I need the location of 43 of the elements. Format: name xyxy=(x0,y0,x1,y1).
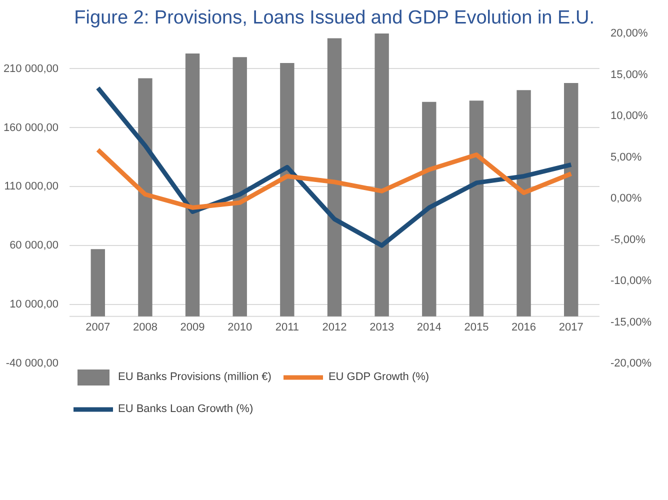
bar xyxy=(232,57,247,316)
legend-label: EU GDP Growth (%) xyxy=(328,371,430,383)
y-tick-label: 210 000,00 xyxy=(3,62,59,75)
x-tick-label: 2011 xyxy=(275,321,300,334)
chart-title: Figure 2: Provisions, Loans Issued and GDP Evolution in E.U. xyxy=(74,8,594,28)
x-tick-label: 2014 xyxy=(416,321,442,334)
bar xyxy=(90,249,105,316)
y-tick-label: -40 000,00 xyxy=(6,358,59,370)
bar xyxy=(185,54,200,316)
y2-tick-label: -20,00% xyxy=(610,358,652,370)
y2-tick-label: -5,00% xyxy=(610,234,646,246)
y-tick-label: 160 000,00 xyxy=(3,122,59,134)
y-tick-label: 60 000,00 xyxy=(10,240,58,252)
y-tick-label: 110 000,00 xyxy=(4,180,59,193)
legend-label: EU Banks Loan Growth (%) xyxy=(118,403,254,415)
x-tick-label: 2009 xyxy=(180,321,205,334)
x-tick-label: 2015 xyxy=(464,321,489,334)
bar xyxy=(280,62,294,316)
x-tick-label: 2007 xyxy=(86,321,110,334)
x-tick-label: 2012 xyxy=(322,321,347,334)
x-tick-label: 2017 xyxy=(558,321,584,334)
bar xyxy=(564,83,578,316)
y2-tick-label: 5,00% xyxy=(610,151,642,164)
bar xyxy=(327,38,342,316)
bar xyxy=(469,100,484,316)
y2-tick-label: 20,00% xyxy=(610,28,648,40)
bar xyxy=(516,90,531,316)
y2-tick-label: 10,00% xyxy=(610,110,648,122)
y2-tick-label: -10,00% xyxy=(610,275,652,287)
y2-tick-label: -15,00% xyxy=(610,316,652,328)
legend-label: EU Banks Provisions (million €) xyxy=(118,371,272,383)
y2-tick-label: 15,00% xyxy=(610,68,648,81)
bar xyxy=(138,78,152,316)
bar xyxy=(374,34,389,316)
x-tick-label: 2016 xyxy=(512,321,536,334)
x-tick-label: 2013 xyxy=(370,321,394,334)
x-tick-label: 2008 xyxy=(132,321,158,334)
y-tick-label: 10 000,00 xyxy=(10,298,58,311)
line-series xyxy=(96,148,574,210)
x-tick-label: 2010 xyxy=(228,321,252,334)
line-series xyxy=(96,86,574,248)
bar xyxy=(422,102,436,316)
y2-tick-label: 0,00% xyxy=(610,192,642,204)
